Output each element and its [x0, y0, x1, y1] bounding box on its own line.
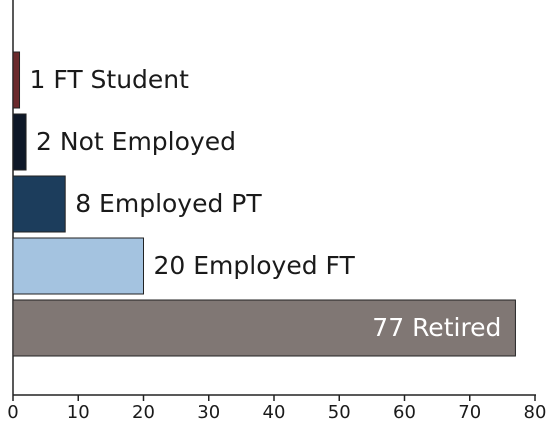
value-label: 1 [30, 65, 46, 94]
x-tick-label: 30 [197, 402, 220, 423]
bar [12, 113, 27, 171]
value-label: 8 [75, 189, 91, 218]
bar [12, 237, 144, 295]
value-label: 20 [154, 251, 186, 280]
data-label: 2 Not Employed [36, 127, 236, 156]
x-tick-label: 0 [7, 402, 18, 423]
x-tick-label: 10 [67, 402, 90, 423]
value-label: 2 [36, 127, 52, 156]
space [185, 251, 193, 280]
space [404, 313, 412, 342]
space [45, 65, 53, 94]
data-label: 77 Retired [372, 313, 501, 342]
data-label: 8 Employed PT [75, 189, 262, 218]
x-tick-label: 40 [263, 402, 286, 423]
x-tick-label: 50 [328, 402, 351, 423]
data-label: 20 Employed FT [154, 251, 356, 280]
data-label: 1 FT Student [30, 65, 190, 94]
bar [12, 175, 66, 233]
bar [12, 51, 21, 109]
space [91, 189, 99, 218]
category-label: Employed FT [193, 251, 355, 280]
value-label: 77 [372, 313, 404, 342]
x-tick-label: 60 [393, 402, 416, 423]
bar [12, 299, 516, 357]
category-label: Not Employed [60, 127, 236, 156]
x-tick-label: 80 [524, 402, 546, 423]
category-label: Employed PT [99, 189, 262, 218]
category-label: FT Student [53, 65, 189, 94]
space [52, 127, 60, 156]
x-tick-label: 70 [458, 402, 481, 423]
x-tick-label: 20 [132, 402, 155, 423]
category-label: Retired [412, 313, 501, 342]
